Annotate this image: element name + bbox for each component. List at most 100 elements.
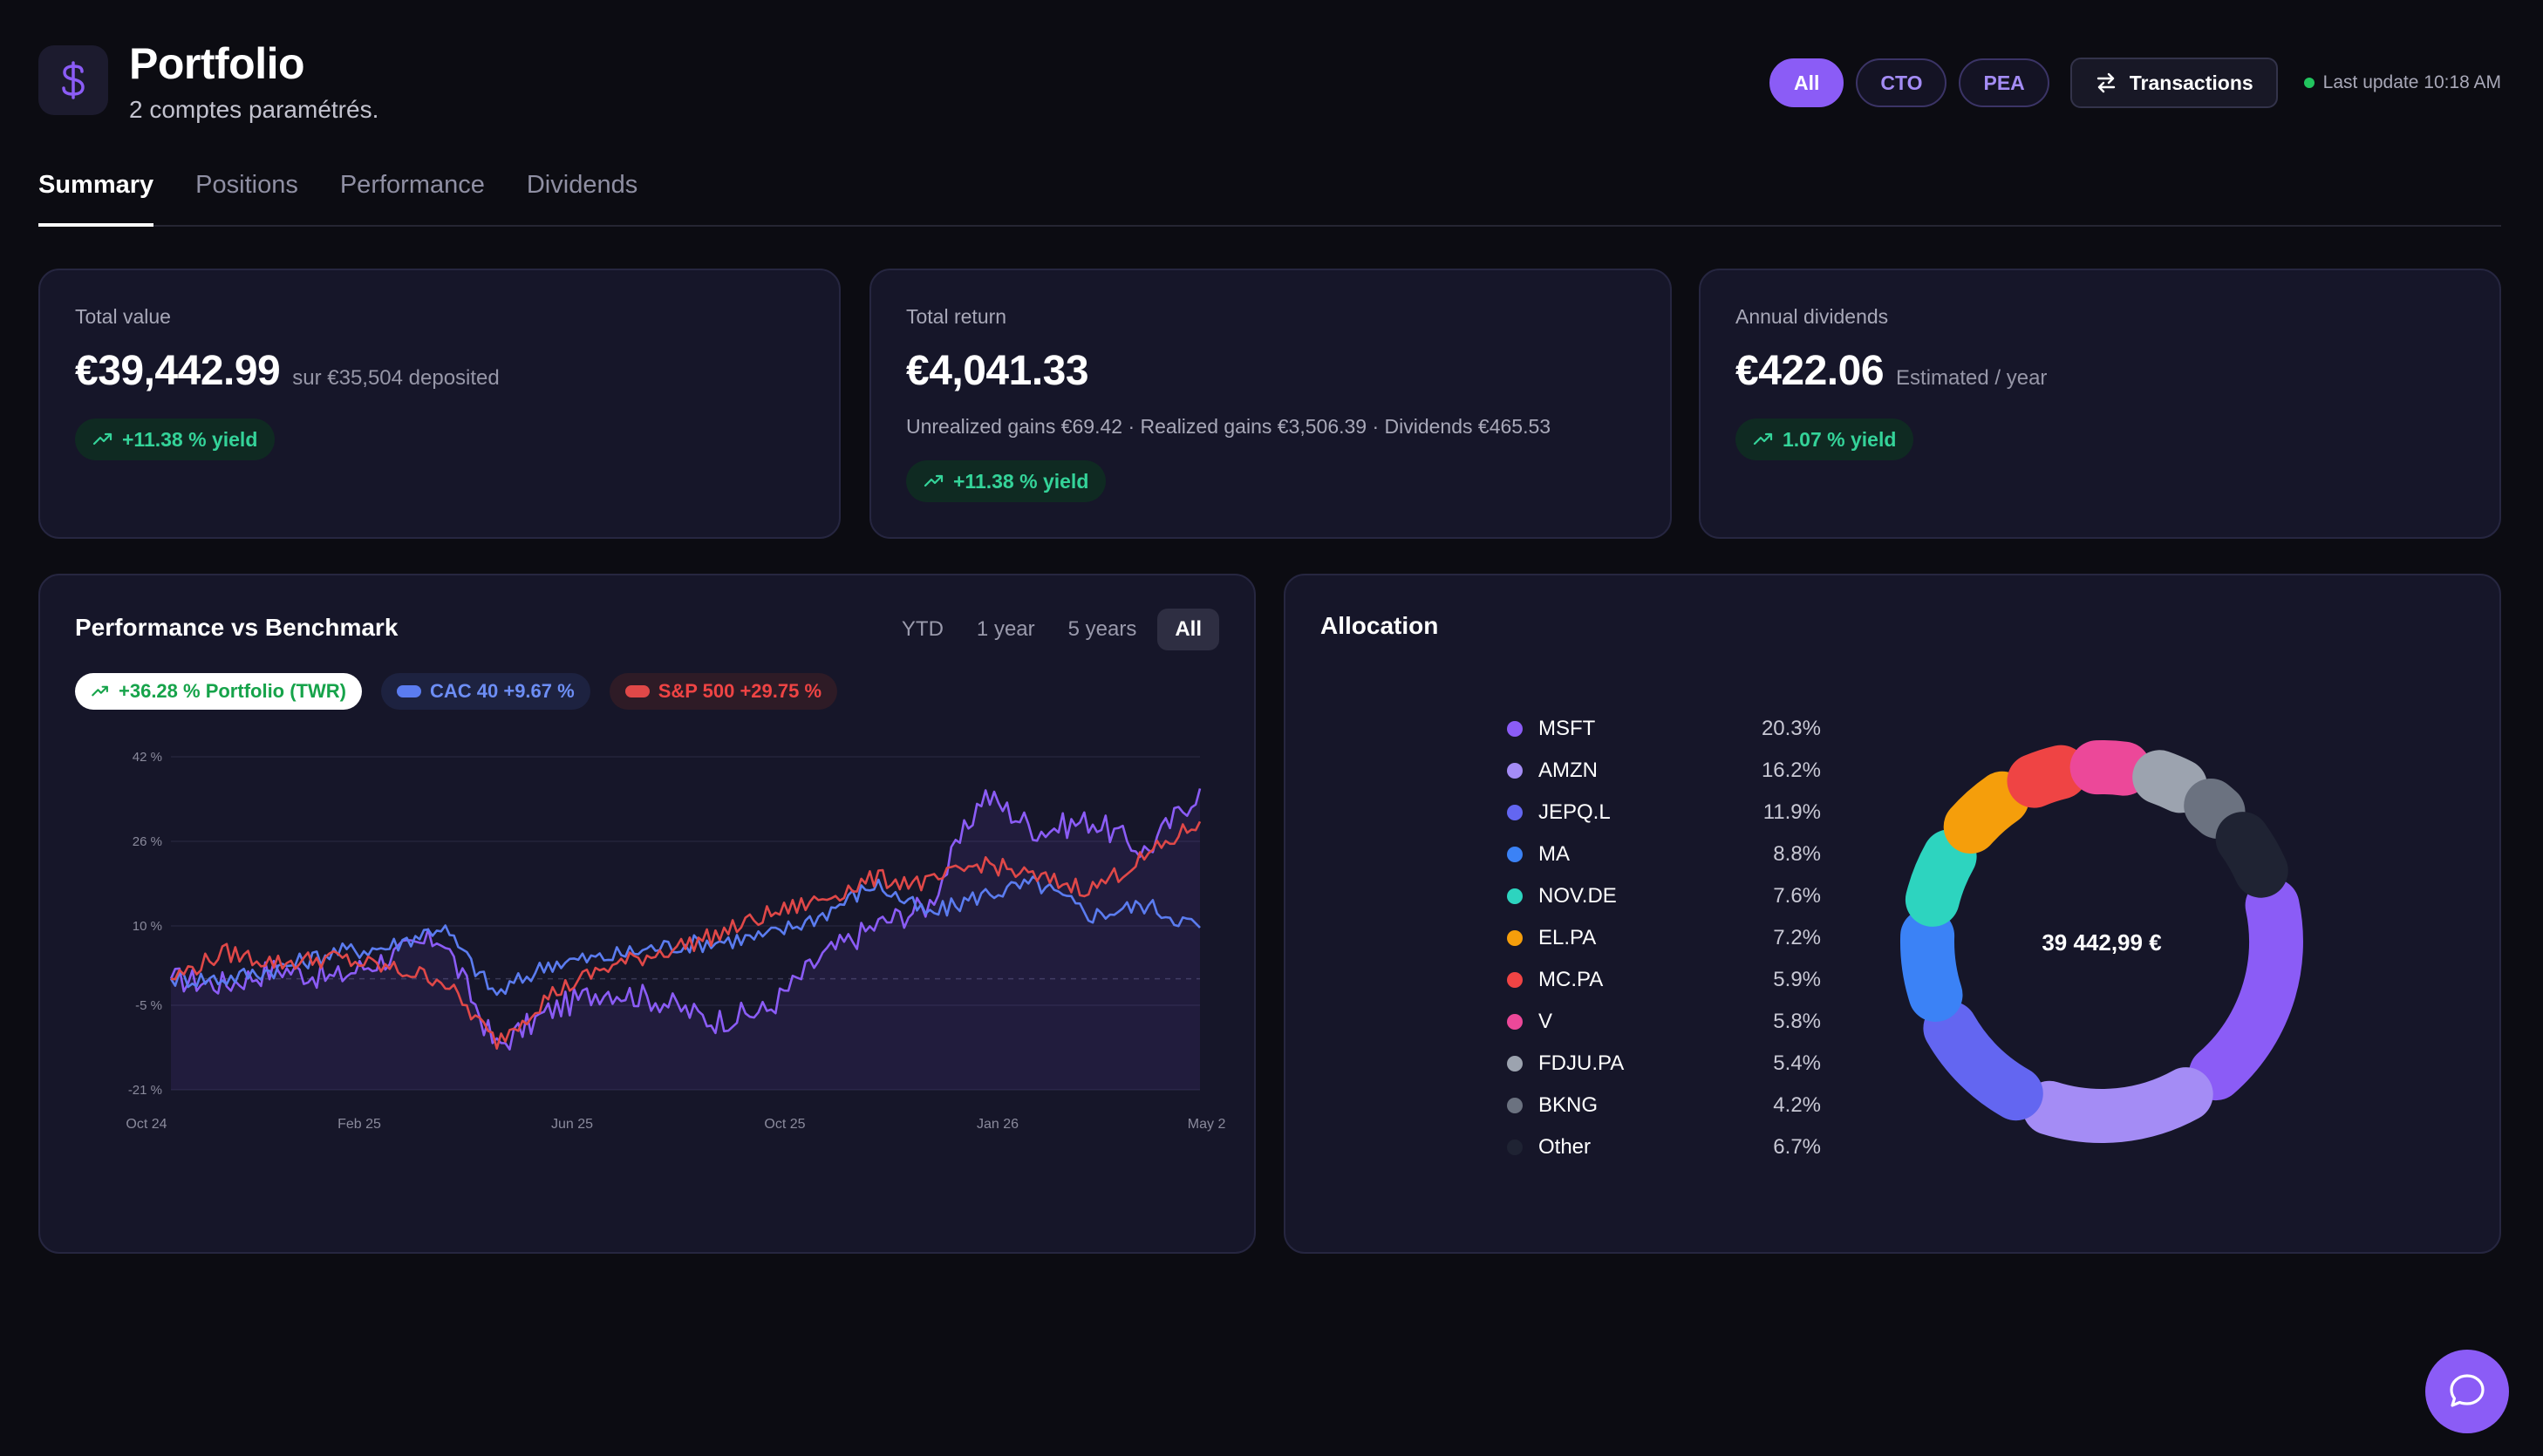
allocation-pct: 11.9% [1762, 800, 1821, 824]
total-return-breakdown: Unrealized gains €69.42 · Realized gains… [906, 415, 1551, 438]
donut-total: 39 442,99 € [2042, 929, 2161, 956]
allocation-pct: 16.2% [1761, 759, 1821, 782]
filter-cto[interactable]: CTO [1856, 58, 1947, 107]
allocation-item[interactable]: BKNG 4.2% [1507, 1085, 1821, 1126]
total-return-label: Total return [906, 305, 1007, 328]
x-tick-label: Jan 26 [977, 1117, 1019, 1132]
allocation-name: MSFT [1538, 717, 1596, 740]
x-tick-label: Feb 25 [337, 1117, 381, 1132]
donut-slice-el-pa[interactable] [1943, 771, 2029, 854]
allocation-dot-icon [1507, 972, 1523, 988]
swap-arrows-icon [2096, 72, 2115, 93]
range-selector: YTD 1 year 5 years All [890, 609, 1219, 650]
page-title: Portfolio [129, 39, 305, 88]
allocation-pct: 6.7% [1773, 1135, 1821, 1159]
donut-slice-mc-pa[interactable] [2007, 745, 2089, 808]
annual-dividends-yield-badge: 1.07 % yield [1735, 418, 1914, 460]
chat-button[interactable] [2425, 1350, 2509, 1433]
range-1-year[interactable]: 1 year [976, 617, 1035, 641]
allocation-item[interactable]: FDJU.PA 5.4% [1507, 1043, 1821, 1085]
legend-sp-500[interactable]: S&P 500 +29.75 % [609, 673, 838, 710]
total-value-deposited: sur €35,504 deposited [292, 366, 500, 390]
range-all[interactable]: All [1157, 609, 1219, 650]
allocation-item[interactable]: V 5.8% [1507, 1001, 1821, 1043]
series-line-cac-40 [169, 875, 1201, 997]
chat-bubble-icon [2450, 1374, 2485, 1407]
filter-all[interactable]: All [1769, 58, 1844, 107]
allocation-name: AMZN [1538, 759, 1598, 782]
page-header: Portfolio 2 comptes paramétrés. All CTO … [38, 38, 2501, 126]
header-actions: All CTO PEA Transactions Last update 10:… [1769, 58, 2501, 108]
donut-slice-amzn[interactable] [2022, 1067, 2213, 1143]
donut-slice-v[interactable] [2069, 740, 2151, 796]
page-subtitle: 2 comptes paramétrés. [129, 96, 379, 123]
total-return-amount: €4,041.33 [906, 348, 1089, 394]
donut-slice-msft[interactable] [2189, 878, 2303, 1101]
allocation-pct: 5.8% [1773, 1010, 1821, 1033]
allocation-item[interactable]: Other 6.7% [1507, 1126, 1821, 1168]
allocation-pct: 20.3% [1761, 717, 1821, 740]
donut-slice-jepq-l[interactable] [1923, 1001, 2043, 1121]
x-tick-label: May 26 [1188, 1117, 1226, 1132]
allocation-item[interactable]: NOV.DE 7.6% [1507, 875, 1821, 917]
donut-slice-ma[interactable] [1900, 908, 1963, 1022]
allocation-title: Allocation [1320, 612, 1439, 639]
allocation-pct: 5.4% [1773, 1051, 1821, 1075]
portfolio-area [171, 788, 1200, 1090]
performance-chart[interactable]: 42 % 26 % 10 % -5 % -21 % Oct 24 Feb 25 Jun 25 O… [58, 741, 1226, 1151]
last-update: Last update 10:18 AM [2303, 72, 2501, 93]
tab-dividends[interactable]: Dividends [526, 171, 638, 199]
allocation-item[interactable]: AMZN 16.2% [1507, 750, 1821, 792]
transactions-button[interactable]: Transactions [2069, 58, 2278, 108]
filter-pea[interactable]: PEA [1959, 58, 2049, 107]
y-tick-label: 42 % [133, 750, 162, 765]
annual-dividends-amount: €422.06 Estimated / year [1735, 348, 2048, 394]
allocation-dot-icon [1507, 721, 1523, 737]
allocation-name: V [1538, 1010, 1553, 1033]
total-value-amount: €39,442.99 sur €35,504 deposited [75, 348, 500, 394]
allocation-pct: 4.2% [1773, 1093, 1821, 1117]
trend-up-icon [1753, 432, 1773, 446]
tab-summary[interactable]: Summary [38, 166, 154, 227]
range-ytd[interactable]: YTD [901, 617, 944, 641]
allocation-dot-icon [1507, 1140, 1523, 1155]
allocation-dot-icon [1507, 1056, 1523, 1072]
allocation-item[interactable]: MA 8.8% [1507, 833, 1821, 875]
allocation-donut-chart[interactable]: 39 442,99 € [1875, 715, 2328, 1168]
allocation-legend: MSFT 20.3% AMZN 16.2% JEPQ.L 11.9% MA 8.8% NOV.D… [1507, 708, 1821, 1168]
total-value-label: Total value [75, 305, 171, 328]
series-line-portfolio-twr- [169, 788, 1202, 1051]
allocation-dot-icon [1507, 805, 1523, 820]
total-return-card: Total return €4,041.33 Unrealized gains … [869, 269, 1672, 539]
allocation-name: JEPQ.L [1538, 800, 1611, 824]
allocation-dot-icon [1507, 763, 1523, 779]
allocation-name: Other [1538, 1135, 1592, 1159]
donut-slice-other[interactable] [2215, 812, 2288, 898]
allocation-name: FDJU.PA [1538, 1051, 1625, 1075]
allocation-dot-icon [1507, 1098, 1523, 1113]
legend-swatch [396, 685, 421, 697]
donut-slice-fdju-pa[interactable] [2132, 750, 2208, 813]
donut-slice-bkng[interactable] [2184, 779, 2246, 840]
allocation-pct: 8.8% [1773, 842, 1821, 866]
allocation-item[interactable]: JEPQ.L 11.9% [1507, 792, 1821, 833]
donut-slice-nov-de[interactable] [1905, 829, 1977, 927]
allocation-name: MC.PA [1538, 968, 1604, 991]
allocation-item[interactable]: MSFT 20.3% [1507, 708, 1821, 750]
y-tick-label: 10 % [133, 919, 162, 934]
legend-portfolio[interactable]: +36.28 % Portfolio (TWR) [75, 673, 362, 710]
allocation-name: MA [1538, 842, 1570, 866]
allocation-name: EL.PA [1538, 926, 1597, 949]
allocation-item[interactable]: EL.PA 7.2% [1507, 917, 1821, 959]
tab-positions[interactable]: Positions [195, 171, 298, 199]
allocation-item[interactable]: MC.PA 5.9% [1507, 959, 1821, 1001]
range-5-years[interactable]: 5 years [1067, 617, 1137, 641]
legend-cac-40[interactable]: CAC 40 +9.67 % [380, 673, 590, 710]
allocation-dot-icon [1507, 847, 1523, 862]
tab-performance[interactable]: Performance [339, 171, 485, 199]
series-line-s-p-500 [170, 820, 1202, 1050]
transactions-label: Transactions [2129, 71, 2253, 94]
annual-dividends-estimate: Estimated / year [1896, 366, 2048, 390]
trend-up-icon [924, 474, 944, 487]
x-tick-label: Jun 25 [551, 1117, 593, 1132]
